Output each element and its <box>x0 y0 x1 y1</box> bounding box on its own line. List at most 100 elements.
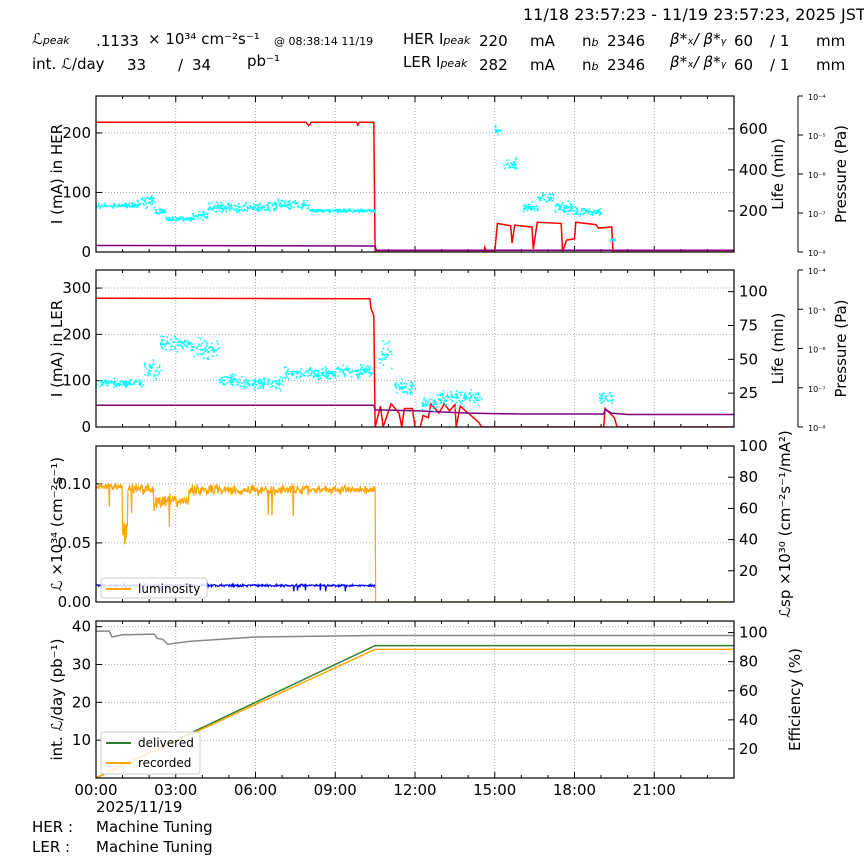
point-lifetime <box>130 205 133 207</box>
point-lifetime <box>357 377 360 379</box>
point-lifetime <box>287 373 290 375</box>
point-lifetime <box>205 345 208 348</box>
point-lifetime <box>263 379 266 381</box>
lpeak-value: .1133 <box>96 32 139 50</box>
point-lifetime <box>433 399 436 402</box>
point-lifetime <box>549 196 552 199</box>
point-lifetime <box>336 211 339 213</box>
point-lifetime <box>152 202 154 205</box>
point-lifetime <box>584 210 587 213</box>
point-lifetime <box>470 389 472 391</box>
point-lifetime <box>446 395 449 397</box>
point-lifetime <box>362 364 365 366</box>
point-lifetime <box>225 210 228 213</box>
point-lifetime <box>382 364 385 366</box>
point-lifetime <box>166 342 169 344</box>
point-lifetime <box>209 208 212 211</box>
point-lifetime <box>363 210 366 213</box>
point-lifetime <box>175 217 178 220</box>
point-lifetime <box>156 367 158 369</box>
point-lifetime <box>153 375 155 378</box>
y-axis-label: I (mA) in LER <box>48 300 66 397</box>
point-lifetime <box>248 385 251 387</box>
point-lifetime <box>540 196 542 199</box>
point-lifetime <box>444 395 447 398</box>
point-lifetime <box>463 395 466 398</box>
legend-label-luminosity: luminosity <box>138 582 200 596</box>
point-lifetime <box>278 379 281 382</box>
point-lifetime <box>228 209 231 212</box>
point-lifetime <box>259 202 261 205</box>
point-lifetime <box>259 207 262 209</box>
point-lifetime <box>605 398 608 401</box>
point-lifetime <box>411 382 414 384</box>
point-lifetime <box>468 393 470 395</box>
point-lifetime <box>403 382 406 384</box>
point-lifetime <box>180 217 182 220</box>
ler-status: Machine Tuning <box>96 838 213 856</box>
point-lifetime <box>515 167 517 169</box>
point-lifetime <box>558 206 561 209</box>
point-lifetime <box>131 202 133 204</box>
point-lifetime <box>398 385 401 388</box>
point-lifetime <box>272 380 274 383</box>
point-lifetime <box>338 368 341 370</box>
point-lifetime <box>295 376 298 378</box>
point-lifetime <box>300 367 303 370</box>
point-lifetime <box>208 347 210 349</box>
point-lifetime <box>129 380 131 383</box>
point-lifetime <box>158 366 161 369</box>
point-lifetime <box>349 210 351 212</box>
point-lifetime <box>401 378 403 380</box>
point-lifetime <box>559 205 561 207</box>
point-lifetime <box>468 398 471 401</box>
point-lifetime <box>406 392 409 395</box>
point-lifetime <box>107 384 109 387</box>
point-lifetime <box>601 393 604 396</box>
point-lifetime <box>527 206 530 208</box>
point-lifetime <box>209 207 212 210</box>
point-lifetime <box>495 131 498 133</box>
point-lifetime <box>191 348 194 351</box>
point-lifetime <box>381 353 384 355</box>
point-lifetime <box>110 381 113 384</box>
point-lifetime <box>394 383 397 385</box>
point-lifetime <box>552 197 555 200</box>
point-lifetime <box>342 369 345 372</box>
point-lifetime <box>445 403 448 406</box>
point-lifetime <box>611 238 614 241</box>
plot-frame <box>95 620 735 779</box>
point-lifetime <box>564 205 567 207</box>
point-lifetime <box>453 396 456 399</box>
her-beta-unit: mm <box>816 32 846 50</box>
point-lifetime <box>610 239 612 241</box>
point-lifetime <box>289 204 292 207</box>
point-lifetime <box>472 399 475 402</box>
point-lifetime <box>290 205 293 208</box>
point-lifetime <box>164 345 167 348</box>
point-lifetime <box>292 201 294 203</box>
point-lifetime <box>318 209 321 211</box>
point-lifetime <box>539 199 541 201</box>
point-lifetime <box>279 203 282 206</box>
point-lifetime <box>362 369 365 371</box>
point-lifetime <box>182 341 185 344</box>
point-lifetime <box>362 373 364 375</box>
point-lifetime <box>426 400 429 403</box>
point-lifetime <box>117 382 120 385</box>
point-lifetime <box>131 204 134 206</box>
point-lifetime <box>154 209 157 211</box>
point-lifetime <box>109 380 111 383</box>
point-lifetime <box>346 369 348 372</box>
point-lifetime <box>244 379 246 381</box>
point-lifetime <box>450 391 452 393</box>
point-lifetime <box>449 398 452 401</box>
point-lifetime <box>102 205 105 208</box>
point-lifetime <box>259 379 261 382</box>
point-lifetime <box>204 350 206 353</box>
point-lifetime <box>214 210 217 213</box>
point-lifetime <box>278 382 280 385</box>
point-lifetime <box>565 210 568 213</box>
point-lifetime <box>230 375 233 378</box>
point-lifetime <box>188 342 190 345</box>
